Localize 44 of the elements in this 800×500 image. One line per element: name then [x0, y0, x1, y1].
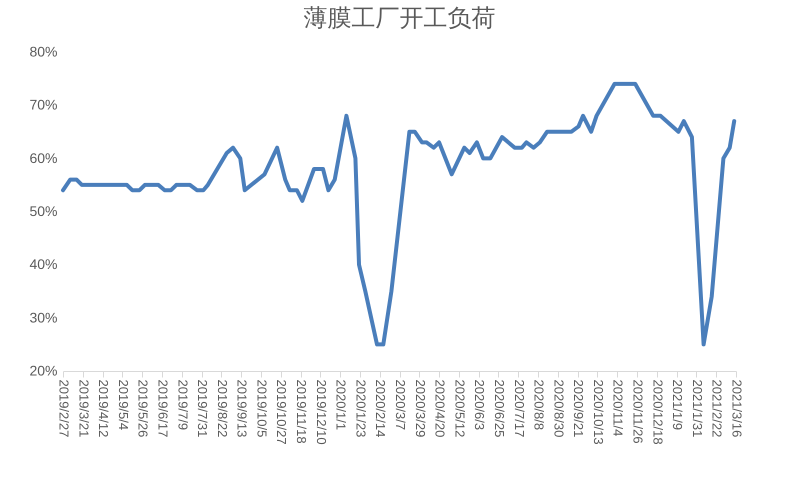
x-tick-label: 2021/3/16 — [730, 380, 744, 438]
x-tick-label: 2019/11/18 — [294, 380, 310, 444]
x-tick-label: 2019/6/17 — [155, 380, 170, 438]
x-tick-label: 2019/8/22 — [214, 380, 230, 438]
x-tick-label: 2020/11/26 — [630, 380, 646, 444]
x-tick-label: 2020/8/30 — [551, 380, 566, 438]
y-tick-label: 60% — [29, 150, 58, 166]
x-tick-label: 2019/9/13 — [234, 380, 250, 438]
x-tick-label: 2019/7/9 — [175, 380, 190, 430]
x-tick-label: 2019/10/5 — [254, 380, 270, 438]
x-tick-label: 2019/4/12 — [96, 380, 112, 438]
x-tick-label: 2020/8/8 — [532, 380, 547, 430]
y-tick-label: 30% — [29, 309, 58, 326]
x-tick-label: 2020/3/7 — [393, 380, 408, 430]
x-tick-label: 2019/3/21 — [76, 380, 92, 438]
x-tick-label: 2019/5/26 — [136, 380, 151, 438]
line-series — [61, 82, 736, 346]
x-tick-label: 2020/1/1 — [334, 380, 349, 430]
x-tick-label: 2020/6/25 — [492, 380, 507, 438]
x-tick-label: 2020/3/29 — [412, 380, 428, 438]
y-tick-label: 20% — [29, 362, 58, 378]
x-tick-label: 2020/7/17 — [512, 380, 527, 438]
y-tick-label: 50% — [29, 203, 58, 219]
y-tick-label: 40% — [29, 256, 58, 272]
x-tick-label: 2020/1/23 — [353, 380, 368, 438]
x-tick-label: 2020/10/13 — [590, 380, 606, 445]
x-tick-label: 2021/1/9 — [670, 380, 686, 430]
x-tick-label: 2020/2/14 — [373, 380, 388, 438]
x-tick-label: 2019/5/4 — [116, 380, 131, 430]
x-tick-label: 2020/5/12 — [452, 380, 468, 438]
x-tick-label: 2020/12/18 — [650, 380, 666, 445]
x-tick-label: 2019/10/27 — [274, 380, 290, 445]
x-tick-label: 2020/4/20 — [432, 380, 448, 438]
x-tick-label: 2019/12/10 — [314, 380, 329, 445]
x-tick-label: 2021/2/22 — [710, 380, 725, 438]
x-tick-label: 2021/1/31 — [690, 380, 705, 438]
y-tick-label: 70% — [29, 96, 58, 113]
x-tick-label: 2020/11/4 — [610, 380, 626, 436]
x-tick-label: 2019/2/27 — [56, 380, 72, 438]
x-tick-label: 2019/7/31 — [195, 380, 210, 438]
x-tick-label: 2020/6/3 — [472, 380, 488, 430]
y-tick-label: 80% — [29, 44, 58, 60]
x-tick-label: 2020/9/21 — [571, 380, 586, 438]
chart-title: 薄膜工厂开工负荷 — [304, 4, 496, 32]
